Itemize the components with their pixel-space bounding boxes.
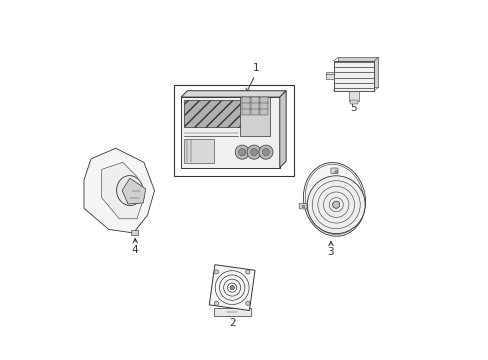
Text: 3: 3 — [327, 247, 334, 257]
Circle shape — [246, 145, 261, 159]
Circle shape — [245, 270, 249, 274]
Polygon shape — [279, 91, 285, 168]
Ellipse shape — [303, 162, 365, 236]
Bar — [260, 102, 267, 109]
Bar — [209, 265, 255, 311]
Circle shape — [334, 171, 337, 173]
Polygon shape — [122, 178, 145, 204]
Bar — [130, 230, 138, 235]
Bar — [260, 96, 267, 103]
Polygon shape — [102, 162, 143, 219]
Circle shape — [262, 149, 269, 156]
Bar — [251, 102, 259, 109]
Bar — [242, 96, 249, 103]
Text: 1: 1 — [252, 63, 259, 73]
Bar — [242, 102, 249, 109]
Circle shape — [250, 149, 257, 156]
Ellipse shape — [116, 176, 143, 206]
Bar — [337, 57, 378, 87]
Circle shape — [306, 176, 365, 234]
Circle shape — [258, 145, 272, 159]
Text: 4: 4 — [132, 245, 138, 255]
Bar — [333, 61, 373, 91]
Bar — [349, 100, 357, 104]
Bar — [174, 85, 293, 176]
Bar — [251, 96, 259, 103]
Circle shape — [245, 301, 249, 305]
Bar — [348, 91, 358, 101]
FancyBboxPatch shape — [330, 168, 337, 174]
Circle shape — [229, 285, 234, 290]
Bar — [325, 72, 333, 79]
Polygon shape — [181, 91, 285, 97]
Bar — [260, 108, 267, 114]
Text: 5: 5 — [350, 103, 356, 113]
FancyBboxPatch shape — [299, 203, 306, 209]
Circle shape — [238, 149, 245, 156]
Polygon shape — [84, 148, 154, 233]
Bar — [181, 97, 279, 168]
Circle shape — [214, 270, 218, 274]
Bar — [213, 308, 250, 316]
Bar — [242, 108, 249, 114]
Bar — [251, 108, 259, 114]
Text: 2: 2 — [228, 318, 235, 328]
Bar — [183, 100, 244, 127]
Bar — [183, 139, 213, 163]
Circle shape — [332, 201, 339, 208]
Circle shape — [302, 205, 304, 208]
Circle shape — [214, 301, 218, 305]
Circle shape — [235, 145, 249, 159]
Bar — [240, 97, 269, 136]
